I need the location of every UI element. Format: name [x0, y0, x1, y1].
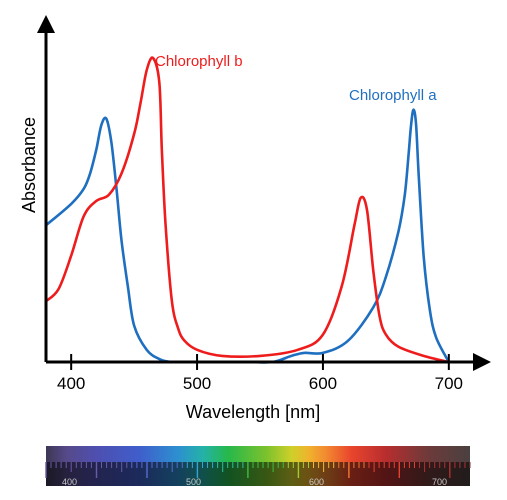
x-axis-ticks: 400 500 600 700 [57, 354, 463, 393]
x-axis-title: Wavelength [nm] [186, 402, 320, 422]
spectrum-bar: 400 500 600 700 [45, 446, 471, 487]
series-line-chlorophyll-a [45, 108, 450, 364]
x-tick-label-500: 500 [183, 374, 211, 393]
spectrum-tick-marks [45, 462, 471, 478]
series-label-chlorophyll-b: Chlorophyll b [155, 53, 243, 70]
y-axis-title: Absorbance [19, 117, 39, 213]
x-tick-label-600: 600 [309, 374, 337, 393]
spectrum-label-500: 500 [186, 477, 201, 487]
spectrum-label-700: 700 [432, 477, 447, 487]
x-tick-label-700: 700 [435, 374, 463, 393]
spectrum-label-400: 400 [62, 477, 77, 487]
series-label-chlorophyll-a: Chlorophyll a [349, 87, 437, 104]
spectrum-label-600: 600 [309, 477, 324, 487]
x-tick-label-400: 400 [57, 374, 85, 393]
series-line-chlorophyll-b [45, 56, 450, 364]
